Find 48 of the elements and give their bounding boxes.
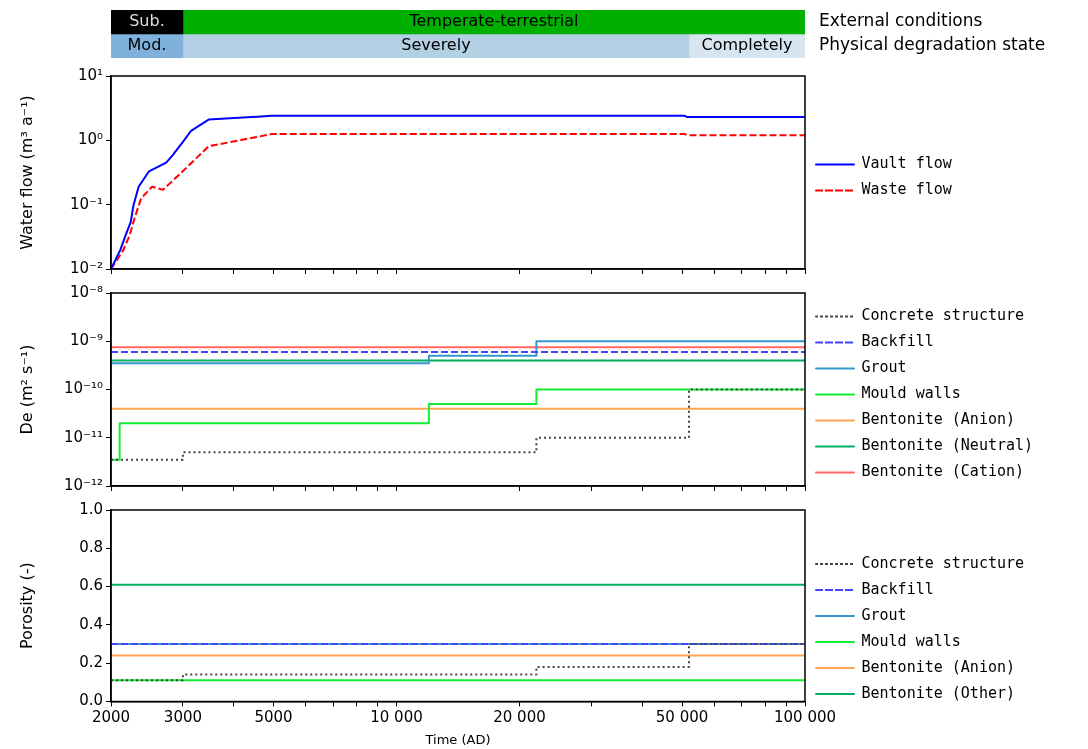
y-tick-label: 10⁻⁸ xyxy=(69,282,103,301)
y-tick-label: 0.4 xyxy=(79,614,103,633)
series-label: Temperate-terrestrial xyxy=(408,11,579,31)
legend-label: Backfill xyxy=(861,332,934,351)
x-tick-label: 3000 xyxy=(163,708,203,727)
legend-label: Mould walls xyxy=(861,384,961,403)
legend-label: Bentonite (Anion) xyxy=(861,657,1016,676)
y-tick-label: 0.2 xyxy=(79,653,103,672)
series-label: Sub. xyxy=(129,11,165,31)
y-axis-title: De (m² s⁻¹) xyxy=(16,344,36,435)
series-label: Severely xyxy=(401,35,471,55)
y-tick-label: 10⁻¹⁰ xyxy=(63,379,103,398)
y-tick-label: 1.0 xyxy=(79,499,103,518)
legend-label: Backfill xyxy=(861,579,934,598)
x-tick-label: 50 000 xyxy=(655,708,709,727)
y-tick-label: 0.0 xyxy=(79,691,103,710)
x-tick-label: 2000 xyxy=(91,708,131,727)
x-tick-label: 20 000 xyxy=(493,708,546,727)
legend-label: Grout xyxy=(861,605,907,624)
y-tick-label: External conditions xyxy=(819,10,983,31)
legend-label: Vault flow xyxy=(861,154,953,173)
x-axis-title: Time (AD) xyxy=(424,731,491,747)
y-tick-label: Physical degradation state xyxy=(819,34,1046,55)
legend-label: Bentonite (Other) xyxy=(861,683,1016,702)
legend-label: Grout xyxy=(861,358,907,377)
y-tick-label: 10¹ xyxy=(77,65,103,84)
y-tick-label: 10⁻² xyxy=(69,258,103,277)
series-label: Mod. xyxy=(127,35,167,55)
legend-label: Waste flow xyxy=(861,180,953,199)
y-tick-label: 10⁻¹ xyxy=(69,194,103,213)
x-tick-label: 5000 xyxy=(254,708,293,727)
x-tick-label: 100 000 xyxy=(773,708,837,727)
x-tick-label: 10 000 xyxy=(370,708,423,727)
legend-label: Bentonite (Cation) xyxy=(861,462,1025,481)
series-label: Completely xyxy=(701,35,793,55)
y-tick-label: 10⁰ xyxy=(77,130,103,149)
y-axis-title: Porosity (-) xyxy=(16,562,36,650)
legend-label: Concrete structure xyxy=(861,306,1025,325)
legend-label: Concrete structure xyxy=(861,553,1025,572)
legend-label: Bentonite (Anion) xyxy=(861,410,1016,429)
y-tick-label: 10⁻¹¹ xyxy=(63,427,103,446)
y-tick-label: 10⁻¹² xyxy=(63,475,103,494)
y-tick-label: 0.6 xyxy=(79,576,103,595)
y-tick-label: 0.8 xyxy=(79,538,103,557)
legend-label: Bentonite (Neutral) xyxy=(861,436,1034,455)
legend-label: Mould walls xyxy=(861,631,961,650)
y-axis-title: Water flow (m³ a⁻¹) xyxy=(16,95,36,250)
y-tick-label: 10⁻⁹ xyxy=(69,331,103,350)
